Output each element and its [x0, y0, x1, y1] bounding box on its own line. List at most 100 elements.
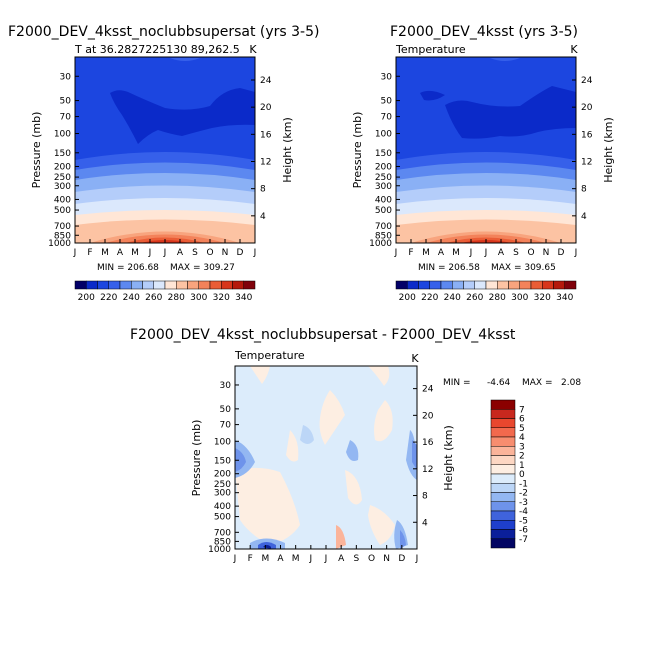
- colorbar-swatch: [463, 280, 475, 290]
- y-tick-label: 200: [214, 470, 231, 480]
- x-tick-label: J: [574, 248, 578, 258]
- colorbar-swatch: [198, 280, 211, 290]
- height-tick-label: 8: [581, 185, 587, 195]
- panel-2-min: MIN = 206.58: [418, 263, 480, 273]
- panel-1-ylabel-right: Height (km): [281, 117, 294, 183]
- y-tick-label: 1000: [48, 239, 71, 249]
- y-tick-label: 100: [375, 130, 392, 140]
- colorbar-label: 240: [444, 293, 461, 303]
- colorbar-swatch: [395, 280, 408, 290]
- height-tick-label: 20: [581, 103, 593, 113]
- y-tick-label: 50: [60, 97, 72, 107]
- height-tick-label: 4: [581, 212, 587, 222]
- x-tick-label: J: [73, 248, 77, 258]
- colorbar-label: 3: [519, 442, 525, 452]
- y-tick-label: 150: [214, 456, 231, 466]
- y-tick-label: 300: [214, 489, 231, 499]
- colorbar-swatch: [508, 280, 520, 290]
- colorbar-swatch: [243, 280, 256, 290]
- colorbar-swatch: [490, 483, 516, 493]
- colorbar-label: 340: [556, 293, 573, 303]
- y-tick-label: 250: [54, 173, 71, 183]
- x-tick-label: F: [408, 248, 413, 258]
- y-tick-label: 50: [220, 405, 232, 415]
- colorbar-swatch: [553, 280, 565, 290]
- colorbar-swatch: [187, 280, 199, 290]
- colorbar-swatch: [490, 510, 516, 521]
- colorbar-swatch: [108, 280, 121, 290]
- y-tick-label: 250: [214, 480, 231, 490]
- colorbar-swatch: [221, 280, 233, 290]
- colorbar-swatch: [490, 464, 516, 475]
- colorbar-label: -1: [519, 479, 528, 489]
- panel-1-max: MAX = 309.27: [170, 263, 235, 273]
- colorbar-label: 300: [511, 293, 528, 303]
- colorbar-swatch: [490, 418, 516, 428]
- colorbar-label: 6: [519, 415, 525, 425]
- height-tick-label: 8: [422, 492, 428, 502]
- y-tick-label: 200: [54, 162, 71, 172]
- colorbar-swatch: [490, 446, 516, 456]
- colorbar-label: -2: [519, 489, 528, 499]
- height-tick-label: 4: [260, 212, 266, 222]
- colorbar-swatch: [232, 280, 244, 290]
- x-tick-label: M: [131, 248, 139, 258]
- panel-1-title: F2000_DEV_4ksst_noclubbsupersat (yrs 3-5…: [8, 24, 319, 40]
- y-tick-label: 500: [375, 206, 392, 216]
- y-tick-label: 70: [60, 113, 72, 123]
- x-tick-label: A: [117, 248, 124, 258]
- colorbar-swatch: [407, 280, 419, 290]
- x-tick-label: S: [192, 248, 198, 258]
- colorbar-label: 0: [519, 470, 525, 480]
- colorbar-label: 5: [519, 424, 525, 434]
- x-tick-label: J: [324, 554, 328, 564]
- colorbar-label: -6: [519, 526, 528, 536]
- x-tick-label: A: [438, 248, 445, 258]
- height-tick-label: 24: [581, 76, 593, 86]
- panel-3-field: [235, 366, 417, 549]
- colorbar-label: 300: [190, 293, 207, 303]
- colorbar-swatch: [209, 280, 222, 290]
- colorbar-swatch: [490, 529, 516, 539]
- x-tick-label: N: [383, 554, 390, 564]
- panel-1-min: MIN = 206.68: [97, 263, 159, 273]
- colorbar-swatch: [564, 280, 577, 290]
- panel-1: F2000_DEV_4ksst_noclubbsupersat (yrs 3-5…: [8, 24, 319, 303]
- colorbar-label: -5: [519, 516, 528, 526]
- y-tick-label: 300: [375, 182, 392, 192]
- panel-3-subtitle: Temperature: [234, 349, 305, 362]
- x-tick-label: F: [87, 248, 92, 258]
- y-tick-label: 700: [54, 222, 71, 232]
- colorbar-swatch: [429, 280, 442, 290]
- y-tick-label: 400: [214, 502, 231, 512]
- height-tick-label: 12: [422, 465, 433, 475]
- panel-2-field: [396, 57, 576, 243]
- y-tick-label: 700: [214, 528, 231, 538]
- y-tick-label: 30: [60, 72, 72, 82]
- colorbar-swatch: [530, 280, 543, 290]
- y-tick-label: 300: [54, 182, 71, 192]
- panel-2-colorbar: 200 220 240 260 280 300 320 340: [395, 280, 577, 303]
- height-tick-label: 20: [422, 411, 434, 421]
- y-tick-label: 500: [54, 206, 71, 216]
- height-tick-label: 24: [260, 76, 272, 86]
- x-tick-label: A: [277, 554, 284, 564]
- x-tick-label: M: [101, 248, 109, 258]
- y-tick-label: 850: [54, 231, 71, 241]
- colorbar-label: 280: [489, 293, 506, 303]
- x-tick-label: J: [163, 248, 167, 258]
- x-tick-label: J: [484, 248, 488, 258]
- x-tick-label: D: [237, 248, 244, 258]
- colorbar-swatch: [452, 280, 464, 290]
- y-tick-label: 500: [214, 513, 231, 523]
- height-tick-label: 16: [422, 438, 434, 448]
- x-tick-label: N: [543, 248, 550, 258]
- colorbar-label: 4: [519, 433, 525, 443]
- colorbar-label: -4: [519, 507, 528, 517]
- x-tick-label: S: [353, 554, 359, 564]
- panel-2-title: F2000_DEV_4ksst (yrs 3-5): [390, 24, 578, 40]
- colorbar-label: 320: [534, 293, 551, 303]
